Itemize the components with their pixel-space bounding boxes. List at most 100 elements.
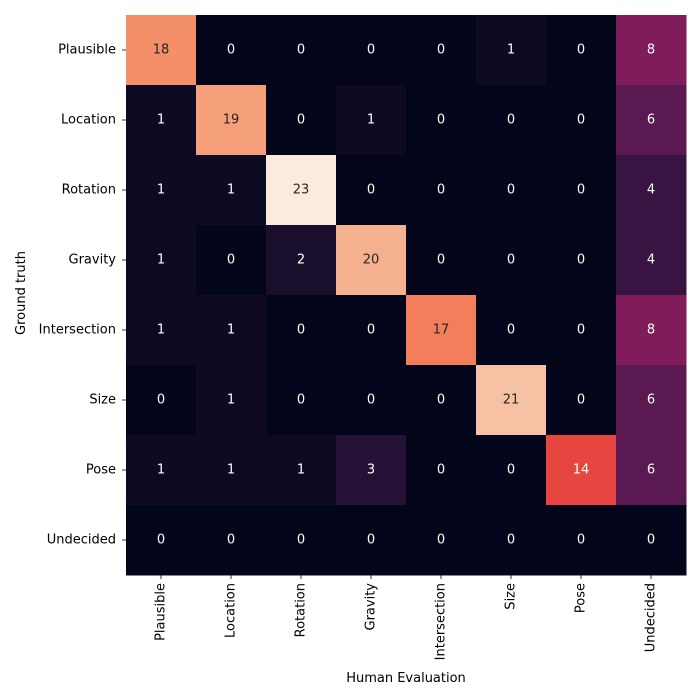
cell-value-label: 0 [297,113,305,128]
heatmap-cell [196,15,267,86]
heatmap-cell [336,15,407,86]
cell-value-label: 0 [367,323,375,338]
heatmap-cell [476,435,547,506]
cell-value-label: 8 [647,323,655,338]
heatmap-cell [406,225,477,296]
cell-value-label: 0 [297,533,305,548]
cell-value-label: 1 [157,463,165,478]
cell-value-label: 0 [437,393,445,408]
heatmap-cell [126,85,197,156]
cell-value-label: 0 [647,533,655,548]
x-tick-label: Rotation [294,583,309,637]
cell-value-label: 0 [297,43,305,58]
heatmap-cell [406,295,477,366]
cell-value-label: 1 [157,323,165,338]
cell-value-label: 0 [297,393,305,408]
cell-value-label: 0 [437,463,445,478]
cell-value-label: 0 [507,323,515,338]
cell-value-label: 0 [577,253,585,268]
x-tick-label: Plausible [154,583,169,641]
cell-value-label: 0 [227,43,235,58]
y-tick-label: Intersection [39,323,116,338]
y-axis-ticks: Plausible Location Rotation Gravity Intersec… [39,43,126,548]
y-tick-label: Pose [86,463,116,478]
heatmap-cell [616,225,687,296]
heatmap-cell [126,225,197,296]
cell-value-label: 21 [503,393,520,408]
cell-value-label: 0 [367,183,375,198]
heatmap-cell [266,85,337,156]
cell-value-label: 0 [577,323,585,338]
heatmap-cell [336,435,407,506]
heatmap-cell [196,435,267,506]
y-tick-label: Size [89,393,116,408]
heatmap-cell [476,505,547,576]
cell-value-label: 0 [577,183,585,198]
heatmap-cell [336,225,407,296]
cell-value-label: 0 [507,533,515,548]
cell-value-label: 0 [367,393,375,408]
heatmap-cell [406,15,477,86]
heatmap-cell [126,505,197,576]
cell-value-label: 6 [647,463,655,478]
cell-value-label: 1 [157,113,165,128]
heatmap-cell [406,435,477,506]
cell-value-label: 3 [367,463,375,478]
cell-value-label: 0 [437,183,445,198]
cell-value-label: 2 [297,253,305,268]
heatmap-cell [476,15,547,86]
y-tick-label: Plausible [58,43,116,58]
cell-value-label: 0 [437,253,445,268]
heatmap-cell [266,155,337,226]
heatmap-cell [196,85,267,156]
cell-value-label: 1 [367,113,375,128]
cell-value-label: 0 [507,113,515,128]
cell-value-label: 0 [227,533,235,548]
heatmap-cell [266,365,337,436]
heatmap-cells: 18 0 0 0 0 1 0 81 19 0 1 0 0 0 61 1 23 0 0 0 0 41 0 2 20 0 0 0 41 1 0 0… [126,15,687,576]
heatmap-cell [616,295,687,366]
x-tick-label: Undecided [644,583,659,652]
heatmap-cell [126,15,197,86]
heatmap-cell [126,155,197,226]
cell-value-label: 1 [227,393,235,408]
cell-value-label: 6 [647,393,655,408]
cell-value-label: 0 [157,533,165,548]
cell-value-label: 0 [577,43,585,58]
heatmap-cell [546,295,617,366]
heatmap-cell [196,295,267,366]
x-tick-label: Location [224,583,239,638]
x-tick-label: Intersection [434,583,449,660]
cell-value-label: 0 [367,533,375,548]
heatmap-cell [266,505,337,576]
heatmap-cell [616,505,687,576]
heatmap-cell [266,225,337,296]
cell-value-label: 1 [227,463,235,478]
heatmap-cell [336,365,407,436]
cell-value-label: 17 [433,323,450,338]
cell-value-label: 0 [507,183,515,198]
heatmap-cell [546,225,617,296]
cell-value-label: 18 [153,43,170,58]
y-tick-label: Location [61,113,116,128]
cell-value-label: 1 [227,183,235,198]
heatmap-cell [546,85,617,156]
cell-value-label: 1 [507,43,515,58]
heatmap-cell [196,505,267,576]
cell-value-label: 20 [363,253,380,268]
y-tick-label: Gravity [69,253,117,268]
heatmap-cell [546,505,617,576]
cell-value-label: 1 [157,183,165,198]
heatmap-cell [266,15,337,86]
heatmap-cell [196,225,267,296]
cell-value-label: 0 [577,113,585,128]
cell-value-label: 0 [367,43,375,58]
heatmap-cell [406,155,477,226]
cell-value-label: 23 [293,183,310,198]
cell-value-label: 19 [223,113,240,128]
y-tick-label: Undecided [47,533,116,548]
cell-value-label: 0 [297,323,305,338]
cell-value-label: 0 [437,113,445,128]
x-tick-label: Gravity [364,583,379,631]
